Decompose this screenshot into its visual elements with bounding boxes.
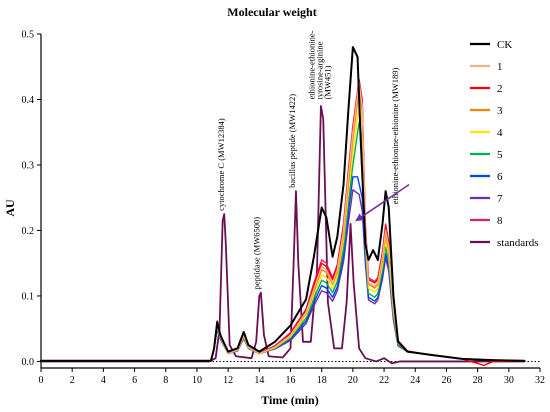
x-tick-label: 12 — [223, 375, 233, 386]
series-line-3 — [40, 88, 526, 362]
x-tick-label: 8 — [163, 375, 168, 386]
peak-annotation: ethionine-ethionine- — [307, 30, 317, 99]
legend-label: 8 — [497, 215, 503, 227]
x-tick-label: 2 — [70, 375, 75, 386]
y-tick-label: 0.5 — [22, 30, 35, 41]
y-tick-label: 0.3 — [22, 160, 35, 171]
peak-annotation: (MW451) — [322, 65, 332, 99]
peak-annotation: ethionine-ethionine-ethionine (MW189) — [390, 67, 400, 204]
peak-annotation: peptidase (MW6500) — [251, 217, 261, 290]
y-tick-label: 0.4 — [22, 95, 35, 106]
annotation-layer: cytochrome C (MW12384) peptidase (MW6500)… — [216, 30, 410, 290]
legend: CK 1 2 3 4 5 6 7 8 standards — [470, 39, 539, 249]
legend-label: 2 — [497, 83, 503, 95]
chart-title: Molecular weight — [227, 5, 316, 19]
axes-layer: 0 2 4 6 8 10 12 14 16 18 20 22 24 26 28 30 320.00.10.20.… — [22, 30, 546, 387]
x-tick-label: 26 — [441, 375, 451, 386]
x-axis-title: Time (min) — [261, 393, 318, 407]
series-line-4 — [40, 105, 526, 362]
x-tick-label: 6 — [132, 375, 137, 386]
series-layer — [40, 46, 526, 367]
legend-label: 5 — [497, 149, 503, 161]
y-tick-label: 0.1 — [22, 291, 35, 302]
series-line-7 — [40, 189, 526, 362]
peak-annotation: cytochrome C (MW12384) — [216, 118, 226, 211]
legend-label: 4 — [497, 127, 503, 139]
x-tick-label: 18 — [317, 375, 327, 386]
x-tick-label: 30 — [504, 375, 514, 386]
legend-label: 1 — [497, 61, 503, 73]
peak-annotation: bacillus peptide (MW1422) — [287, 94, 297, 188]
series-line-2 — [40, 79, 526, 367]
y-tick-label: 0.0 — [22, 357, 35, 368]
legend-label: 7 — [497, 193, 503, 205]
series-line-standards — [40, 105, 526, 365]
x-tick-label: 22 — [379, 375, 389, 386]
legend-label: standards — [497, 237, 539, 249]
x-tick-label: 10 — [192, 375, 202, 386]
x-tick-label: 14 — [254, 375, 264, 386]
legend-label: 3 — [497, 105, 503, 117]
x-tick-label: 16 — [286, 375, 296, 386]
series-line-5 — [40, 121, 526, 362]
legend-label: 6 — [497, 171, 503, 183]
x-tick-label: 0 — [39, 375, 44, 386]
x-tick-label: 20 — [348, 375, 358, 386]
series-line-1 — [40, 82, 526, 362]
y-axis-title: AU — [3, 199, 17, 217]
plot-area: 0 2 4 6 8 10 12 14 16 18 20 22 24 26 28 30 320.00.10.20.… — [22, 30, 546, 387]
x-tick-label: 4 — [101, 375, 106, 386]
y-tick-label: 0.2 — [22, 226, 35, 237]
legend-label: CK — [497, 39, 512, 51]
peak-annotation: tyrosine-arginine — [314, 41, 324, 99]
x-tick-label: 24 — [410, 375, 420, 386]
x-tick-label: 28 — [473, 375, 483, 386]
series-line-CK — [40, 46, 526, 362]
x-tick-label: 32 — [535, 375, 545, 386]
annotation-arrow — [355, 183, 410, 222]
series-line-8 — [40, 79, 526, 362]
